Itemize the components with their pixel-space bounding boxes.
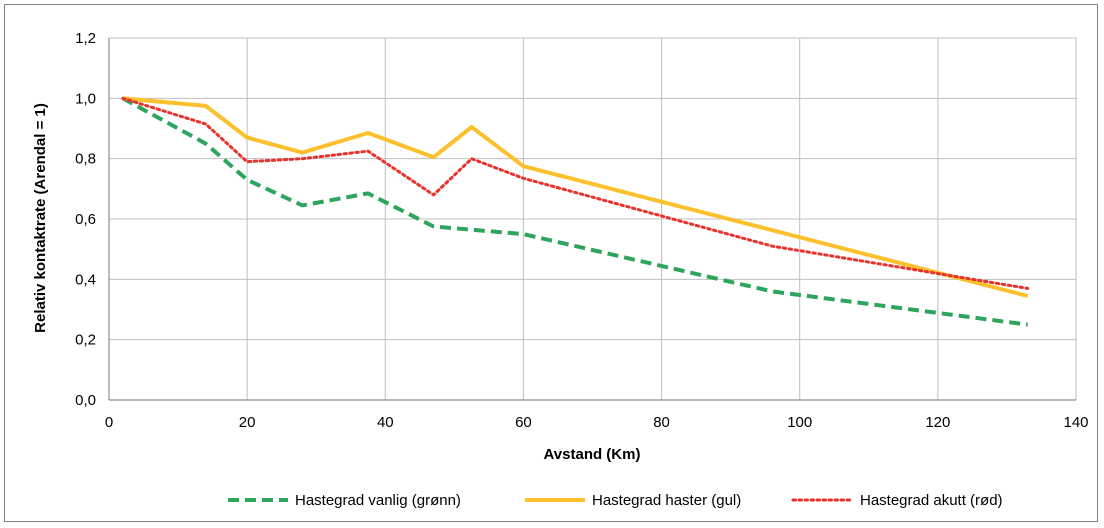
y-tick-label: 1,2	[75, 30, 96, 47]
x-tick-label: 0	[105, 414, 113, 431]
chart-frame	[4, 4, 1098, 522]
axes	[108, 38, 1076, 401]
legend: Hastegrad vanlig (grønn) Hastegrad haster…	[228, 492, 1003, 509]
y-tick-label: 0,8	[75, 151, 96, 168]
x-tick-label: 20	[239, 414, 256, 431]
x-tick-label: 100	[787, 414, 812, 431]
x-tick-label: 140	[1063, 414, 1088, 431]
legend-label-3: Hastegrad akutt (rød)	[860, 492, 1003, 509]
legend-label-2: Hastegrad haster (gul)	[592, 492, 741, 509]
series-line-2	[122, 96, 1029, 298]
y-tick-label: 0,2	[75, 332, 96, 349]
series-line-1	[121, 96, 1028, 327]
y-tick-label: 1,0	[75, 90, 96, 107]
y-axis-title: Relativ kontaktrate (Arendal = 1)	[32, 103, 49, 333]
x-tick-labels: 0 20 40 60 80 100 120 140	[105, 414, 1089, 431]
series-line-3	[121, 96, 1030, 290]
series-lines	[121, 96, 1030, 327]
x-tick-label: 80	[653, 414, 670, 431]
grid-lines	[109, 37, 1077, 400]
x-tick-label: 60	[515, 414, 532, 431]
y-tick-label: 0,0	[75, 392, 96, 409]
x-axis-title: Avstand (Km)	[544, 446, 641, 463]
x-tick-label: 40	[377, 414, 394, 431]
y-tick-labels: 0,0 0,2 0,4 0,6 0,8 1,0 1,2	[75, 30, 96, 409]
legend-label-1: Hastegrad vanlig (grønn)	[295, 492, 461, 509]
y-tick-label: 0,6	[75, 211, 96, 228]
x-tick-label: 120	[925, 414, 950, 431]
y-tick-label: 0,4	[75, 271, 96, 288]
